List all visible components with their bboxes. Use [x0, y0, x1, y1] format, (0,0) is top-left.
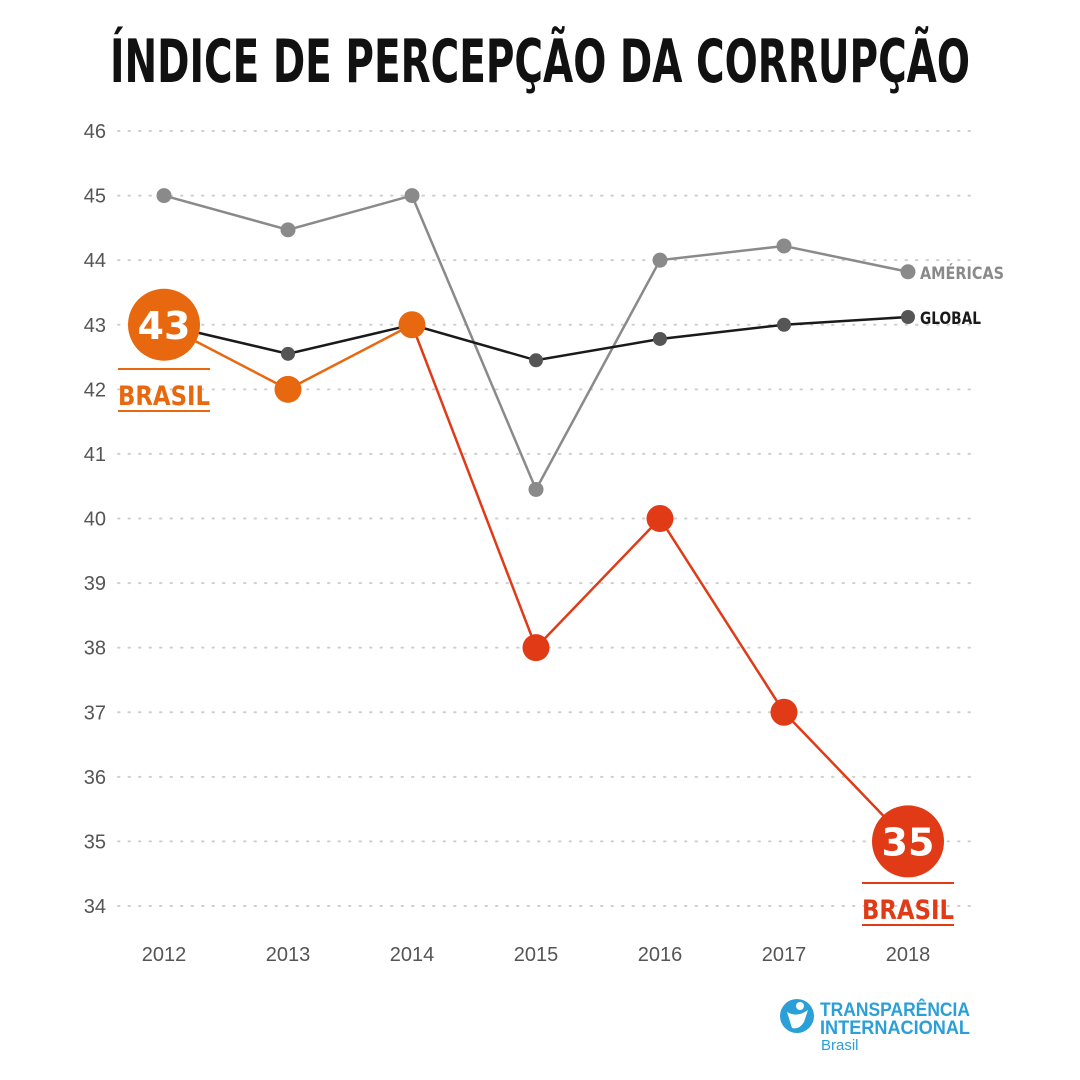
point-americas: [404, 188, 420, 204]
y-tick-label: 42: [84, 379, 106, 401]
callout-end-label: BRASIL: [862, 895, 954, 926]
y-tick-label: 45: [84, 186, 106, 208]
callout-start-badge: [128, 288, 200, 361]
callouts: 43 BRASIL 35 BRASIL: [118, 288, 954, 926]
callout-end-value: 35: [882, 820, 935, 864]
point-brasil: [646, 505, 674, 532]
point-global: [653, 331, 667, 346]
point-americas: [900, 264, 916, 280]
x-tick-label: 2017: [762, 944, 807, 966]
x-tick-label: 2014: [390, 944, 435, 966]
x-axis: 2012 2013 2014 2015 2016 2017 2018: [142, 944, 931, 966]
y-tick-label: 34: [84, 896, 106, 918]
logo-line-1: TRANSPARÊNCIA: [820, 999, 970, 1021]
point-brasil: [770, 698, 798, 726]
point-global: [281, 346, 295, 361]
point-global: [777, 317, 791, 332]
x-tick-label: 2015: [514, 944, 559, 966]
x-tick-label: 2012: [142, 944, 187, 966]
point-brasil: [274, 375, 302, 403]
y-tick-label: 44: [84, 250, 106, 272]
transparencia-logo: TRANSPARÊNCIA INTERNACIONAL Brasil: [780, 999, 970, 1054]
series-markers: [156, 188, 916, 726]
point-americas: [528, 481, 544, 497]
y-tick-label: 38: [84, 638, 106, 660]
series-label-global: GLOBAL: [920, 309, 981, 329]
point-americas: [776, 238, 792, 254]
point-brasil: [522, 634, 550, 662]
y-tick-label: 35: [84, 831, 106, 853]
y-tick-label: 41: [84, 444, 106, 466]
y-tick-label: 37: [84, 702, 106, 724]
x-tick-label: 2018: [886, 944, 931, 966]
point-global: [529, 353, 543, 368]
logo-line-3: Brasil: [821, 1037, 859, 1054]
point-americas: [156, 188, 172, 204]
y-tick-label: 36: [84, 767, 106, 789]
callout-start-label: BRASIL: [118, 381, 210, 412]
series-line-americas: [163, 194, 909, 493]
point-americas: [280, 222, 296, 238]
chart-title: ÍNDICE DE PERCEPÇÃO DA CORRUPÇÃO: [110, 25, 970, 97]
y-tick-label: 43: [84, 315, 106, 337]
series-label-americas: AMÉRICAS: [920, 262, 1004, 284]
x-tick-label: 2013: [266, 944, 311, 966]
x-tick-label: 2016: [638, 944, 683, 966]
y-tick-label: 40: [84, 509, 106, 531]
callout-end-badge: [872, 805, 944, 878]
globe-person-icon: [780, 999, 814, 1033]
grid: [117, 130, 973, 907]
y-tick-label: 39: [84, 573, 106, 595]
y-tick-label: 46: [84, 121, 106, 143]
y-axis: 34 35 36 37 38 39 40 41 42 43 44 45 46: [84, 121, 106, 918]
point-brasil: [398, 311, 426, 339]
point-global: [901, 310, 915, 324]
logo-line-2: INTERNACIONAL: [820, 1018, 970, 1039]
point-americas: [652, 252, 668, 268]
series-labels: AMÉRICAS GLOBAL: [920, 262, 1004, 329]
callout-start-value: 43: [138, 304, 191, 348]
